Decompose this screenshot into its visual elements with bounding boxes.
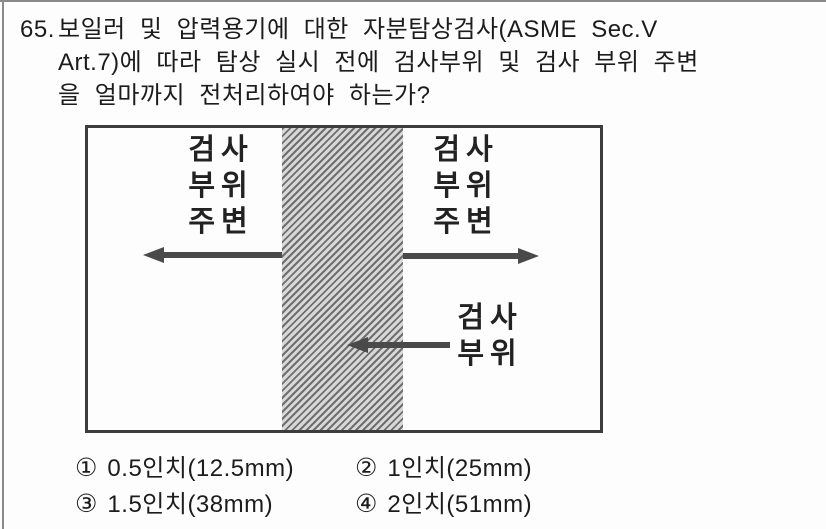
inspection-area-hatch <box>282 128 403 430</box>
label-line: 부위 <box>433 170 499 202</box>
arrowhead-right-icon <box>518 248 539 264</box>
label-line: 검사 <box>457 302 523 334</box>
option-3-text: 1.5인치(38mm) <box>107 491 274 518</box>
arrow-shaft <box>403 253 518 259</box>
option-2-circle-number: ② <box>355 454 378 482</box>
option-2: ② 1인치(25mm) <box>355 452 532 485</box>
question-number: 65. <box>20 16 55 43</box>
arrow-shaft <box>368 342 450 348</box>
label-line: 부위 <box>188 170 254 202</box>
option-4-text: 2인치(51mm) <box>387 491 533 518</box>
surrounding-area-label-right: 검사 부위 주변 <box>415 132 511 240</box>
option-4: ④ 2인치(51mm) <box>355 488 532 521</box>
option-1-text: 0.5인치(12.5mm) <box>107 455 295 482</box>
question-line: 을 얼마까지 전처리하여야 하는가? <box>58 82 431 109</box>
option-1-circle-number: ① <box>75 454 98 482</box>
label-line: 검사 <box>433 134 499 166</box>
inspection-diagram: 검사 부위 주변 검사 부위 주변 검사 부위 <box>85 125 603 433</box>
arrow-shaft <box>164 252 282 258</box>
column-divider-line <box>2 0 4 529</box>
option-4-circle-number: ④ <box>355 490 378 518</box>
label-line: 부위 <box>457 338 523 370</box>
arrow-right-icon <box>403 248 539 264</box>
question-block: 65. 보일러 및 압력용기에 대한 자분탐상검사(ASME Sec.V Art… <box>20 13 812 112</box>
option-1: ① 0.5인치(12.5mm) <box>75 452 355 485</box>
page-top-border-line <box>0 0 826 2</box>
label-line: 검사 <box>188 134 254 166</box>
answer-options: ① 0.5인치(12.5mm) ② 1인치(25mm) ③ 1.5인치(38mm… <box>75 452 532 521</box>
question-line: 보일러 및 압력용기에 대한 자분탐상검사(ASME Sec.V <box>58 16 658 43</box>
option-2-text: 1인치(25mm) <box>387 455 533 482</box>
arrow-left-icon <box>143 247 282 263</box>
question-line: Art.7)에 따라 탐상 실시 전에 검사부위 및 검사 부위 주변 <box>58 49 699 76</box>
inspection-area-label: 검사 부위 <box>439 300 535 372</box>
option-3: ③ 1.5인치(38mm) <box>75 488 355 521</box>
surrounding-area-label-left: 검사 부위 주변 <box>170 132 266 240</box>
arrowhead-left-icon <box>347 337 368 353</box>
inspection-pointer-arrow-icon <box>347 337 450 353</box>
option-3-circle-number: ③ <box>75 490 98 518</box>
arrowhead-left-icon <box>143 247 164 263</box>
question-text: 보일러 및 압력용기에 대한 자분탐상검사(ASME Sec.V Art.7)에… <box>58 13 812 112</box>
label-line: 주변 <box>188 206 254 238</box>
label-line: 주변 <box>433 206 499 238</box>
